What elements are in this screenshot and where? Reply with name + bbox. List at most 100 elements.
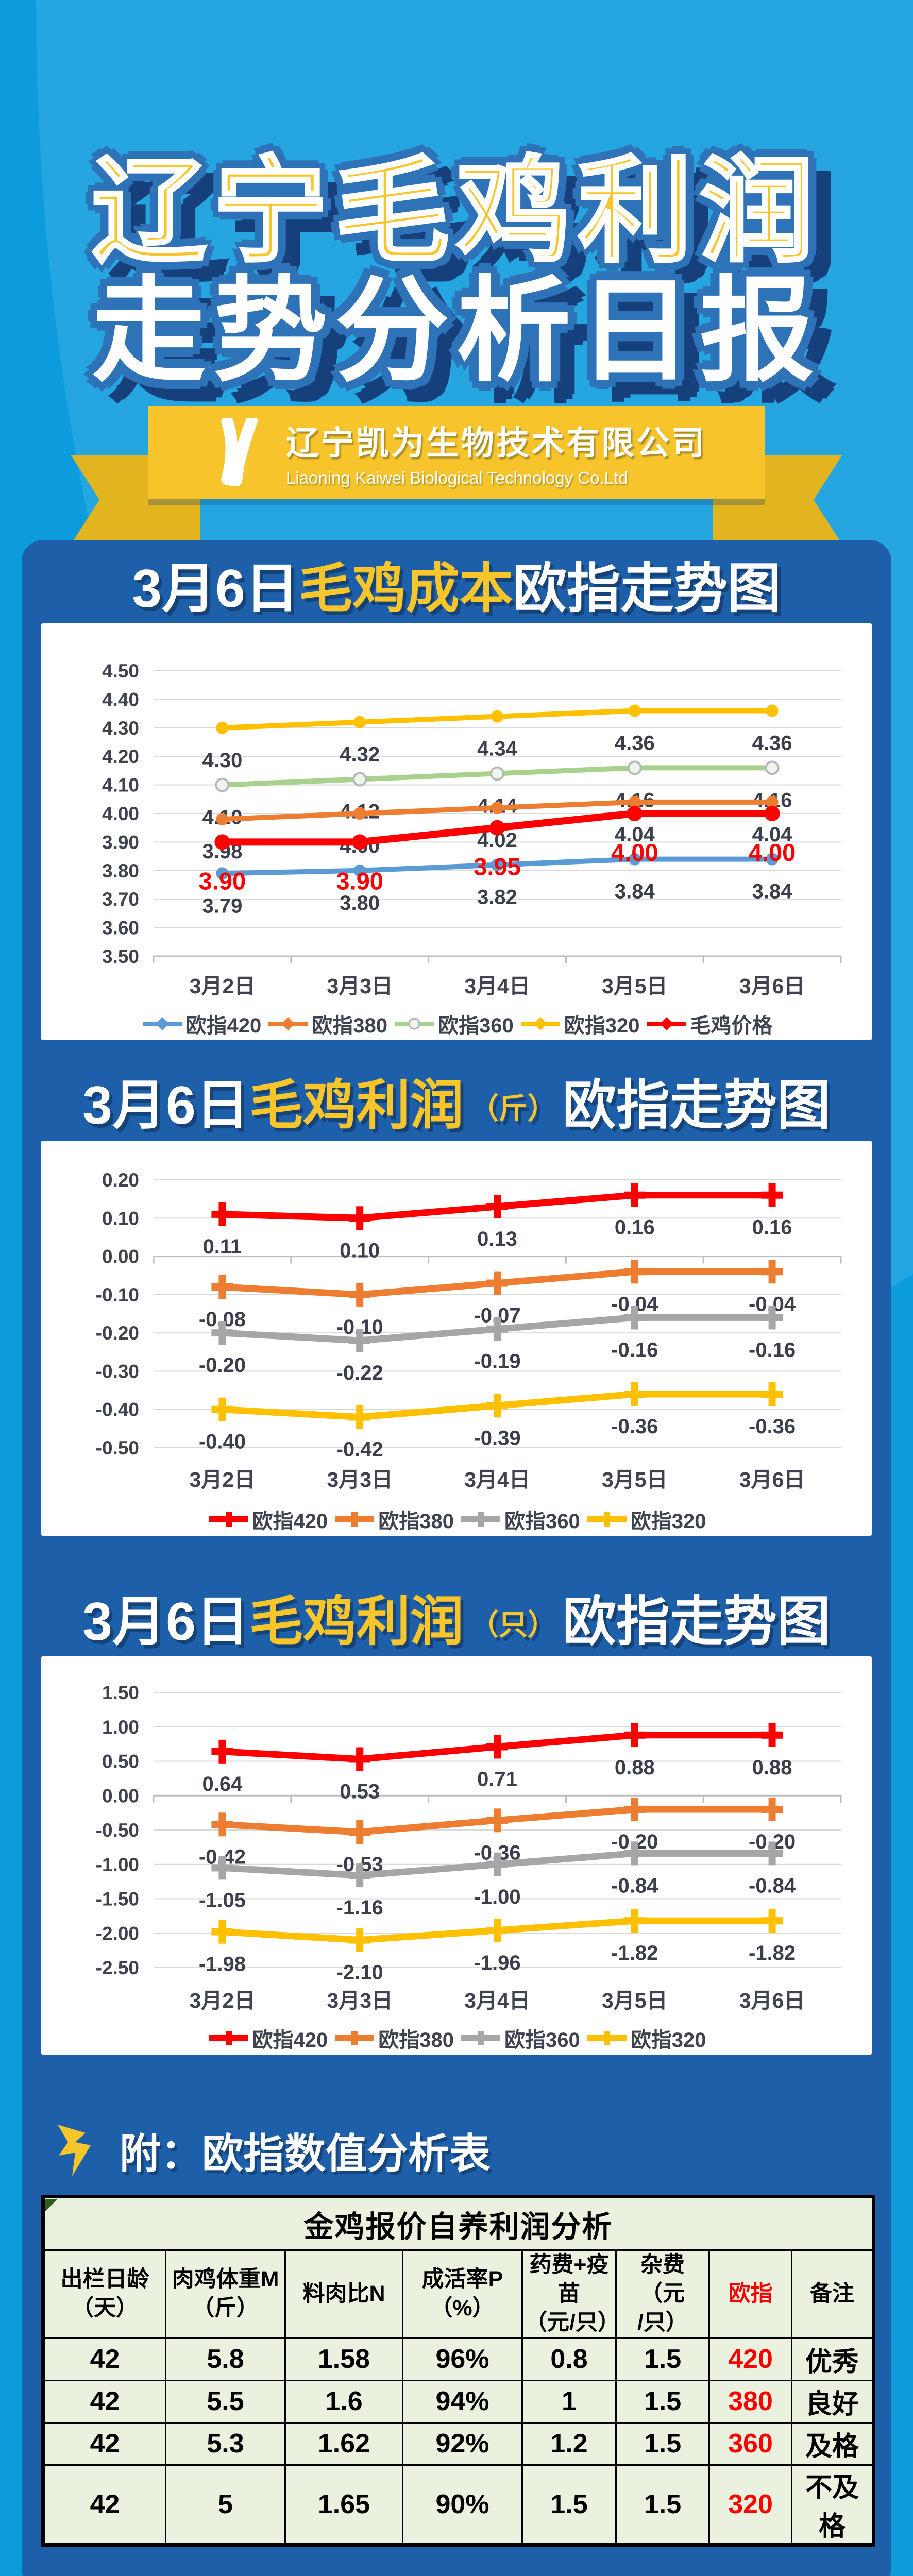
svg-text:1.00: 1.00 bbox=[102, 1717, 139, 1738]
legend-item: 欧指360 bbox=[459, 2023, 580, 2053]
appendix-title: 附：欧指数值分析表 bbox=[120, 2131, 491, 2177]
svg-text:-0.84: -0.84 bbox=[611, 1875, 658, 1897]
legend-label: 欧指420 bbox=[252, 1510, 328, 1533]
svg-text:0.13: 0.13 bbox=[477, 1228, 517, 1250]
kaiwei-logo-icon bbox=[221, 418, 258, 486]
table-cell: 1.5 bbox=[521, 2464, 617, 2546]
svg-text:4.30: 4.30 bbox=[202, 749, 242, 772]
chart1-title: 3月6日毛鸡成本欧指走势图 bbox=[22, 540, 891, 618]
svg-text:-2.00: -2.00 bbox=[96, 1923, 139, 1944]
svg-text:-0.39: -0.39 bbox=[474, 1427, 520, 1449]
title-segment: 毛鸡利润 bbox=[249, 1591, 464, 1652]
svg-text:-0.40: -0.40 bbox=[199, 1430, 246, 1453]
chart3-legend: 欧指420 欧指380 欧指360 欧指320 bbox=[41, 2022, 872, 2055]
svg-text:4.04: 4.04 bbox=[752, 823, 793, 846]
svg-text:-0.42: -0.42 bbox=[336, 1438, 383, 1461]
svg-text:-0.20: -0.20 bbox=[199, 1354, 246, 1377]
svg-text:4.36: 4.36 bbox=[752, 732, 792, 755]
svg-text:-1.00: -1.00 bbox=[474, 1886, 520, 1908]
svg-text:3.60: 3.60 bbox=[102, 918, 139, 939]
table-cell: 42 bbox=[42, 2464, 166, 2546]
legend-item: 欧指380 bbox=[333, 2023, 454, 2053]
table-header-cell: 药费+疫苗 （元/只） bbox=[521, 2249, 620, 2339]
legend-label: 毛鸡价格 bbox=[690, 1014, 773, 1038]
note-text: 注：饲料价格每周更新参照市场白羽肉鸡中档饲料价格，雏价和毛鸡价参照金鸡报价沈阳高… bbox=[65, 2567, 860, 2576]
svg-text:-0.50: -0.50 bbox=[96, 1437, 139, 1459]
svg-text:4.40: 4.40 bbox=[102, 689, 139, 710]
table-header-cell: 备注 bbox=[790, 2249, 875, 2339]
table-cell: 5.3 bbox=[165, 2421, 286, 2466]
svg-text:3月5日: 3月5日 bbox=[602, 974, 668, 998]
table-cell: 0.8 bbox=[521, 2337, 617, 2381]
svg-text:3.84: 3.84 bbox=[615, 880, 655, 903]
table-cell: 1.5 bbox=[615, 2421, 710, 2466]
svg-text:-1.00: -1.00 bbox=[96, 1854, 139, 1875]
svg-text:4.36: 4.36 bbox=[615, 732, 655, 755]
title-segment: 3月6日 bbox=[82, 1076, 249, 1136]
svg-text:-1.82: -1.82 bbox=[749, 1942, 796, 1964]
svg-text:3月6日: 3月6日 bbox=[739, 1989, 805, 2012]
main-panel: 3月6日毛鸡成本欧指走势图 4.50 4.40 4.30 4.20 4.10 4.00 3.… bbox=[22, 540, 891, 2576]
table-cell: 良好 bbox=[790, 2379, 875, 2424]
legend-marker-icon bbox=[335, 2031, 375, 2046]
svg-text:-0.50: -0.50 bbox=[96, 1820, 139, 1841]
chart3-card: 1.50 1.00 0.50 0.00 -0.50 -1.00 -1.50 -2.00 -2.5… bbox=[41, 1656, 872, 2055]
svg-text:3月2日: 3月2日 bbox=[190, 974, 256, 998]
table-row: 42 5.8 1.58 96% 0.8 1.5 420 优秀 bbox=[42, 2337, 875, 2381]
poster-title-line1-text: 辽宁毛鸡利润 bbox=[91, 148, 821, 276]
svg-text:3月4日: 3月4日 bbox=[464, 1989, 530, 2012]
svg-text:0.53: 0.53 bbox=[340, 1781, 380, 1803]
svg-text:-0.10: -0.10 bbox=[96, 1284, 139, 1306]
title-segment: 欧指走势图 bbox=[562, 1591, 831, 1652]
svg-text:3.70: 3.70 bbox=[102, 889, 139, 910]
chart-svg: 4.504.404.304.204.104.003.903.803.703.60… bbox=[102, 660, 842, 998]
table-header-row: 出栏日龄 （天） 肉鸡体重M （斤） 料肉比N 成活率P （%） 药费+疫苗 （元/只） 杂费（元… bbox=[42, 2249, 875, 2339]
svg-text:3月2日: 3月2日 bbox=[190, 1989, 256, 2012]
chart2-area: 0.20 0.10 0.00 -0.10 -0.20 -0.30 -0.40 -0.50 3月2… bbox=[41, 1143, 872, 1506]
svg-text:-0.19: -0.19 bbox=[474, 1350, 520, 1372]
legend-label: 欧指320 bbox=[564, 1014, 640, 1038]
table-cell: 1 bbox=[521, 2379, 617, 2424]
chart-svg: 1.50 1.00 0.50 0.00 -0.50 -1.00 -1.50 -2.00 -2.5… bbox=[96, 1682, 842, 2012]
svg-text:-1.16: -1.16 bbox=[336, 1896, 383, 1919]
legend-item: 欧指320 bbox=[585, 1504, 706, 1534]
arrow-down-right-icon bbox=[58, 2125, 91, 2177]
svg-text:0.71: 0.71 bbox=[477, 1768, 517, 1791]
ribbon-banner: 辽宁凯为生物技术有限公司 Liaoning Kaiwei Biological … bbox=[148, 406, 765, 499]
svg-text:0.11: 0.11 bbox=[203, 1235, 242, 1258]
legend-marker-icon bbox=[142, 1017, 182, 1031]
title-segment: 欧指走势图 bbox=[562, 1076, 831, 1136]
table-header-cell: 成活率P （%） bbox=[402, 2249, 523, 2339]
legend-item: 欧指380 bbox=[333, 1504, 454, 1534]
table-cell: 1.62 bbox=[284, 2421, 403, 2466]
table-cell: 380 bbox=[708, 2379, 792, 2424]
svg-text:4.00: 4.00 bbox=[749, 839, 796, 866]
table-header-cell: 肉鸡体重M （斤） bbox=[165, 2249, 286, 2339]
table-corner-mark bbox=[45, 2199, 58, 2212]
legend-marker-icon bbox=[461, 2031, 500, 2046]
svg-text:0.50: 0.50 bbox=[102, 1751, 139, 1772]
svg-text:3.50: 3.50 bbox=[102, 946, 139, 967]
svg-text:-0.30: -0.30 bbox=[96, 1361, 139, 1382]
company-name-cn: 辽宁凯为生物技术有限公司 bbox=[286, 425, 706, 462]
svg-text:4.20: 4.20 bbox=[102, 747, 139, 768]
svg-text:-0.16: -0.16 bbox=[611, 1338, 658, 1361]
svg-text:-1.82: -1.82 bbox=[611, 1942, 658, 1964]
legend-label: 欧指380 bbox=[378, 1510, 454, 1533]
chart2-legend: 欧指420 欧指380 欧指360 欧指320 bbox=[41, 1503, 872, 1536]
legend-marker-icon bbox=[268, 1017, 308, 1031]
company-name-en: Liaoning Kaiwei Biological Technology Co… bbox=[286, 468, 628, 487]
svg-text:3月5日: 3月5日 bbox=[602, 1989, 668, 2012]
svg-text:-0.36: -0.36 bbox=[611, 1415, 658, 1438]
svg-text:3月6日: 3月6日 bbox=[739, 974, 805, 998]
svg-text:-0.36: -0.36 bbox=[749, 1415, 796, 1438]
table-row: 42 5.5 1.6 94% 1 1.5 380 良好 bbox=[42, 2379, 875, 2424]
svg-text:3月6日: 3月6日 bbox=[739, 1468, 805, 1492]
table-cell: 94% bbox=[402, 2379, 523, 2424]
table-cell: 92% bbox=[402, 2421, 523, 2466]
table-cell: 90% bbox=[402, 2464, 523, 2546]
profit-table-wrap: 金鸡报价自养利润分析 出栏日龄 （天） 肉鸡体重M （斤） 料肉比N 成活率P （%） 药费+疫… bbox=[41, 2195, 876, 2547]
svg-text:-0.16: -0.16 bbox=[749, 1338, 796, 1361]
svg-text:3.95: 3.95 bbox=[474, 853, 520, 880]
legend-marker-icon bbox=[335, 1512, 375, 1527]
